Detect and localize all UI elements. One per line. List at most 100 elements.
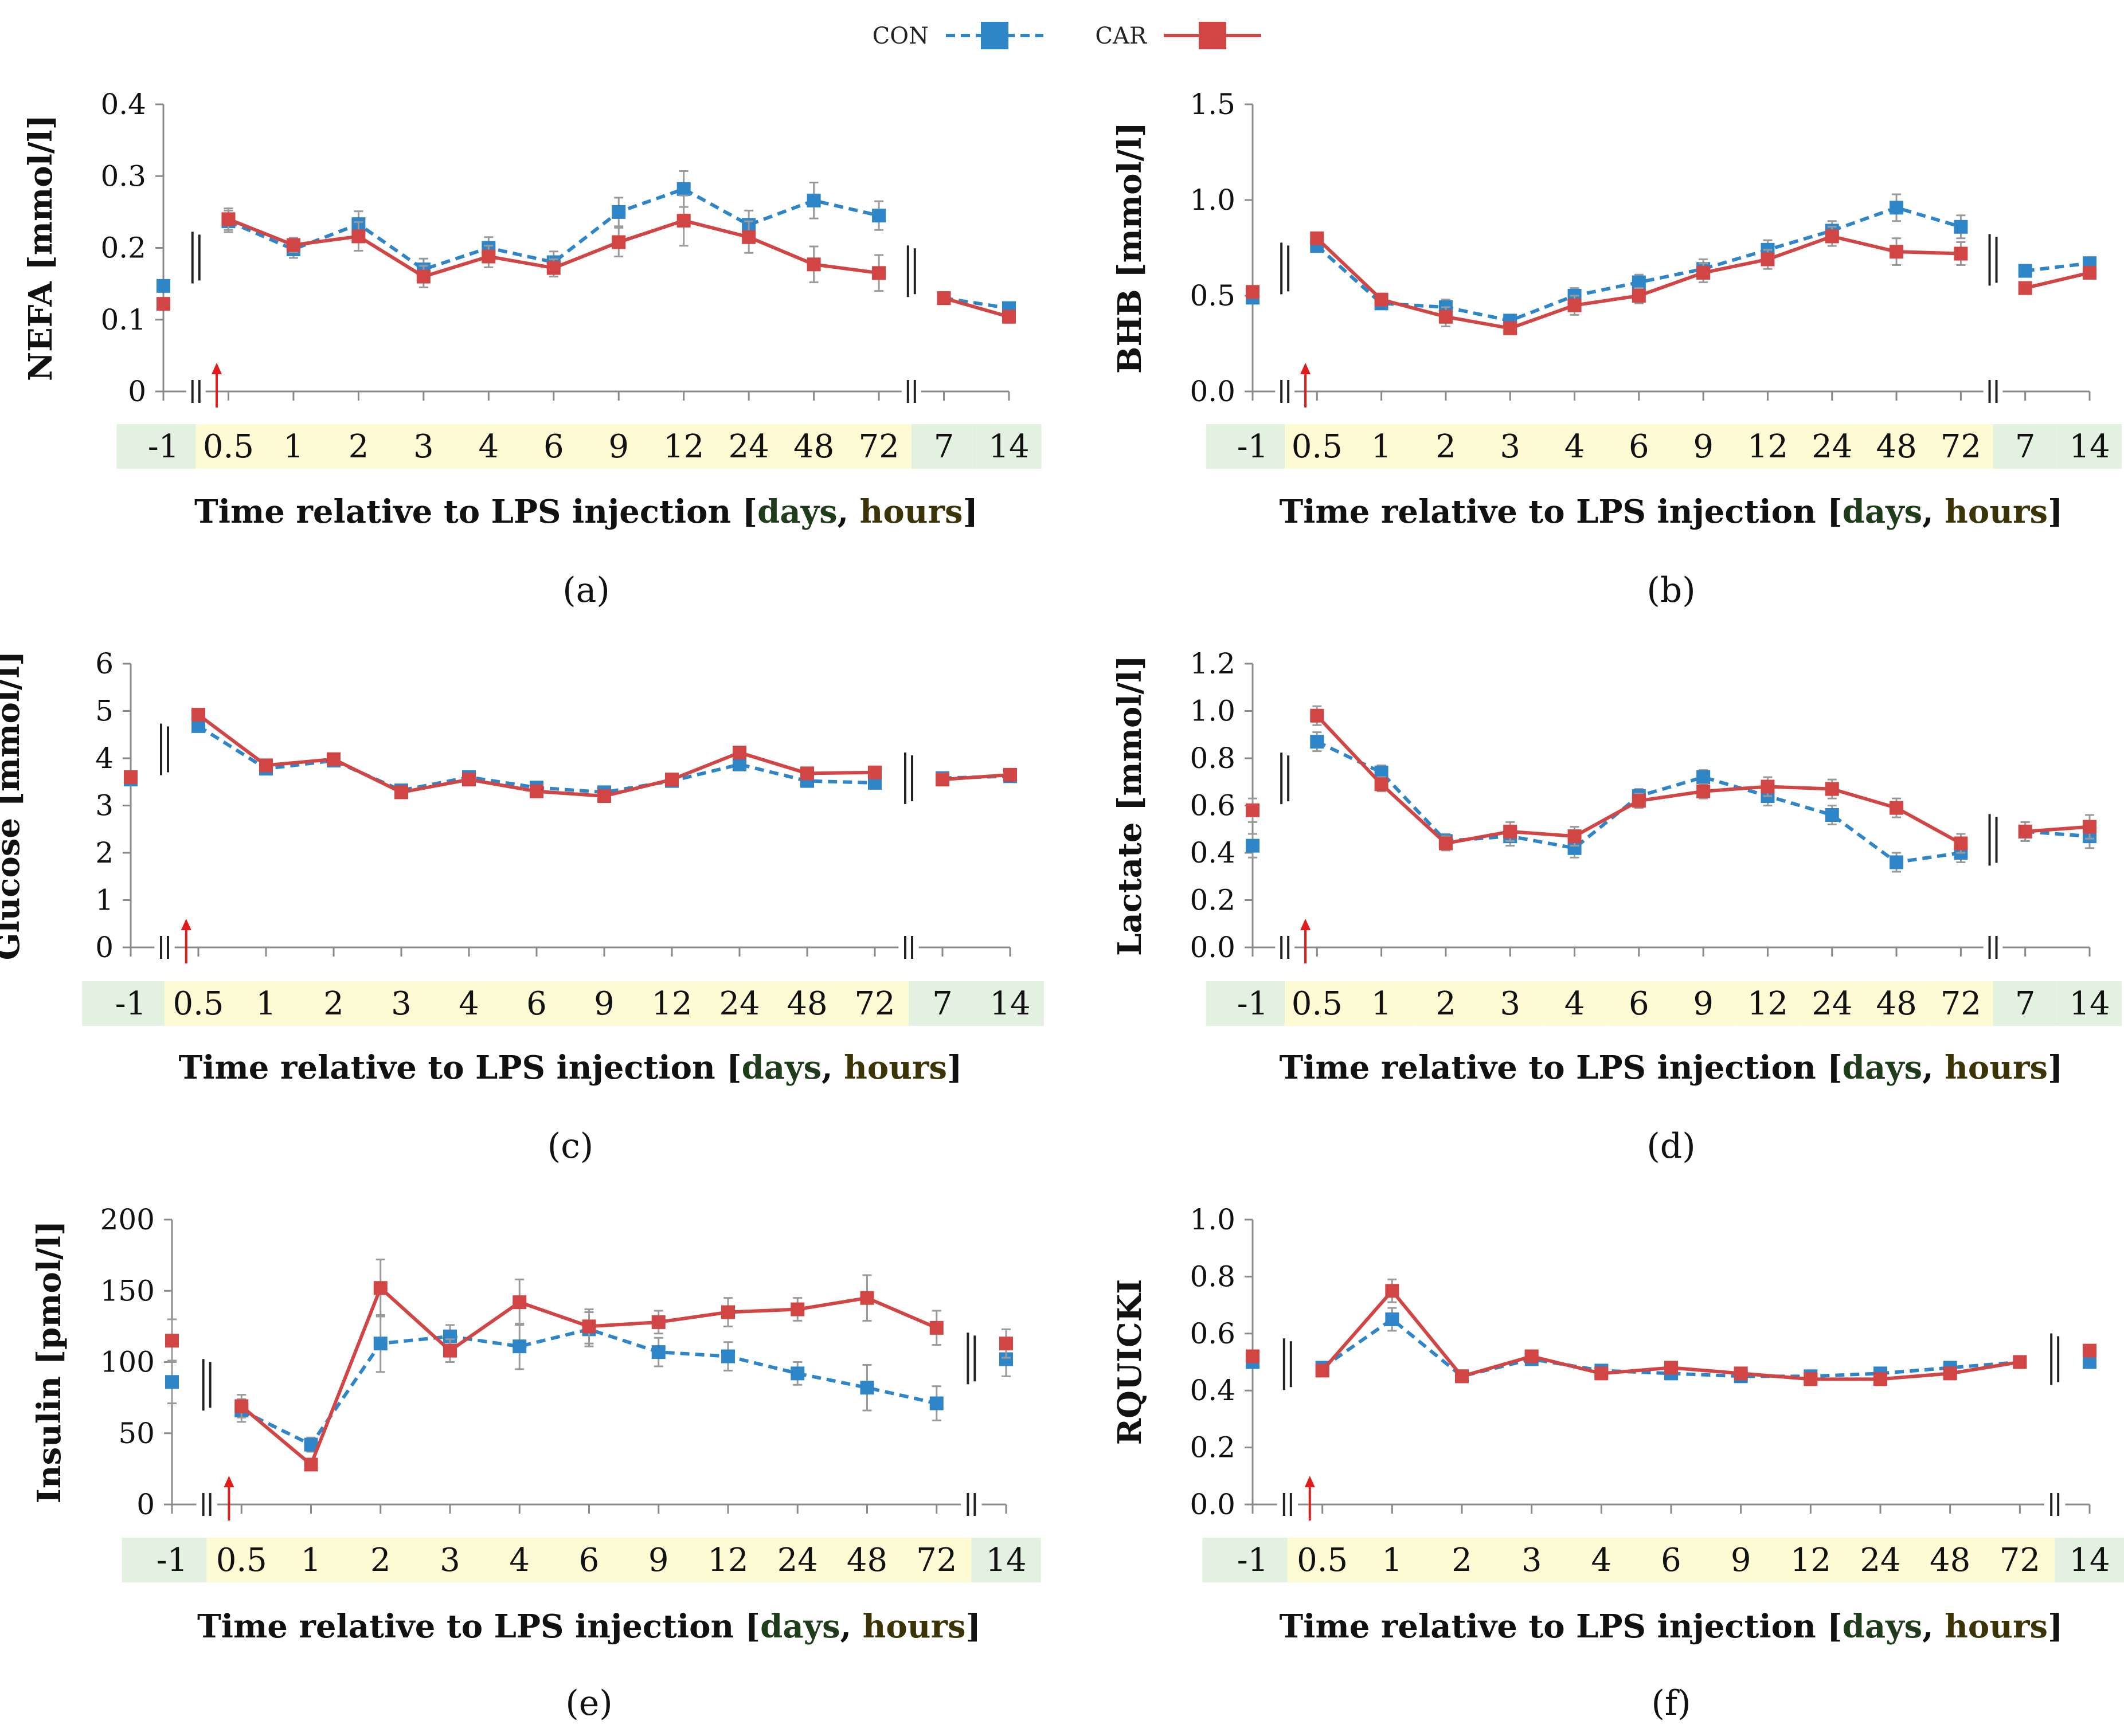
data-point	[742, 230, 756, 244]
x-band-hour	[503, 981, 570, 1026]
data-point	[807, 193, 821, 207]
x-axis-label: Time relative to LPS injection [days, ho…	[1280, 1049, 2063, 1087]
x-tick-label: 0.5	[203, 428, 254, 465]
data-point	[221, 212, 236, 226]
x-band-hour	[206, 1538, 276, 1582]
series-line	[2025, 261, 2090, 273]
arrow-head	[1300, 363, 1311, 374]
x-band-hour	[1775, 1538, 1846, 1582]
data-point	[651, 1315, 666, 1329]
x-band-hour	[1929, 424, 1993, 469]
x-axis	[130, 723, 1011, 959]
x-band-day	[122, 1538, 207, 1582]
data-point	[1246, 1349, 1259, 1363]
x-tick-label: 14	[2069, 428, 2110, 465]
x-tick-label: 7	[932, 985, 953, 1022]
x-tick-label: 48	[1930, 1542, 1970, 1579]
x-band-hour	[1915, 1538, 1985, 1582]
data-point	[721, 1349, 735, 1363]
y-tick-label: 0.1	[100, 303, 146, 336]
x-tick-label: 6	[526, 985, 547, 1022]
x-tick-label: 14	[988, 428, 1029, 465]
x-band-hour	[391, 424, 456, 469]
data-point	[791, 1302, 805, 1316]
series-con	[1246, 731, 2096, 873]
data-point	[1246, 285, 1259, 299]
data-point	[721, 1305, 735, 1319]
x-tick-labels: -1 0.5 1 2 3 4 6 9 12 24 48 72 7 14	[148, 428, 1030, 465]
x-tick-label: 1	[1382, 1542, 1403, 1579]
x-tick-label: 9	[594, 985, 615, 1022]
x-tick-label: 24	[1860, 1542, 1900, 1579]
x-band-hour	[638, 981, 706, 1026]
y-axis: 0.0 0.2 0.4 0.6 0.8 1.0	[1190, 1203, 1254, 1521]
x-band-hour	[841, 981, 909, 1026]
arrow-head	[181, 919, 191, 930]
lps-injection-arrow	[212, 363, 222, 407]
data-point	[872, 266, 886, 280]
x-band-day	[1206, 424, 1285, 469]
y-tick-label: 0.4	[1190, 836, 1235, 869]
x-band-hour	[521, 424, 586, 469]
series-car	[1246, 226, 2096, 335]
x-tick-label: 4	[459, 985, 479, 1022]
data-point	[2083, 820, 2096, 834]
x-axis-label-days: days	[1843, 1049, 1923, 1087]
x-tick-label: 4	[1591, 1542, 1612, 1579]
x-band-hour	[1496, 1538, 1567, 1582]
x-tick-label: -1	[115, 985, 147, 1022]
x-tick-label: 1	[256, 985, 276, 1022]
x-band-hour	[773, 981, 841, 1026]
data-point	[872, 209, 886, 223]
x-band-hour	[570, 981, 638, 1026]
data-point	[791, 1366, 805, 1381]
panel-label: (e)	[565, 1683, 612, 1723]
x-axis-label-suffix: ]	[2048, 1049, 2063, 1087]
x-band-day	[1993, 424, 2057, 469]
series-line	[240, 1327, 937, 1447]
data-point	[443, 1343, 457, 1358]
data-point	[1632, 794, 1646, 808]
y-tick-label: 0.2	[100, 232, 146, 265]
data-point	[1438, 309, 1453, 324]
x-band-day	[2057, 981, 2122, 1026]
x-band-hour	[781, 424, 847, 469]
arrow-head	[1304, 1476, 1315, 1487]
x-band-hour	[762, 1538, 832, 1582]
x-band-hour	[415, 1538, 485, 1582]
x-band-hour	[1606, 424, 1671, 469]
y-tick-label: 0	[128, 375, 146, 408]
x-band-hour	[1285, 424, 1349, 469]
y-tick-label: 0.8	[1190, 1260, 1235, 1293]
data-point	[1246, 803, 1259, 817]
data-point	[513, 1339, 527, 1354]
x-tick-label: 72	[916, 1542, 957, 1579]
data-point	[1438, 836, 1453, 851]
legend: CON CAR	[873, 22, 1261, 49]
x-axis	[171, 1333, 1007, 1516]
series-line	[2024, 271, 2090, 290]
x-tick-label: 4	[1564, 985, 1585, 1022]
x-axis-label-days: days	[742, 1049, 822, 1087]
x-axis-label: Time relative to LPS injection [days, ho…	[1280, 493, 2063, 531]
x-tick-label: 1	[1371, 428, 1392, 465]
x-tick-label: 48	[847, 1542, 887, 1579]
x-band-day	[971, 1538, 1041, 1582]
x-band-hour	[1566, 1538, 1637, 1582]
data-point	[1954, 836, 1968, 851]
x-band-hour	[1427, 1538, 1497, 1582]
data-point	[1761, 779, 1775, 794]
y-tick-label: 1.0	[1190, 695, 1235, 728]
x-band-hour	[232, 981, 300, 1026]
arrow-head	[1300, 919, 1311, 930]
arrow-head	[224, 1476, 234, 1487]
data-point	[860, 1381, 874, 1395]
x-axis-label-hours: hours	[1945, 1608, 2048, 1645]
data-point	[676, 182, 691, 196]
data-point	[929, 1320, 944, 1335]
data-point	[1524, 1349, 1539, 1363]
x-tick-label: 72	[1941, 985, 1981, 1022]
